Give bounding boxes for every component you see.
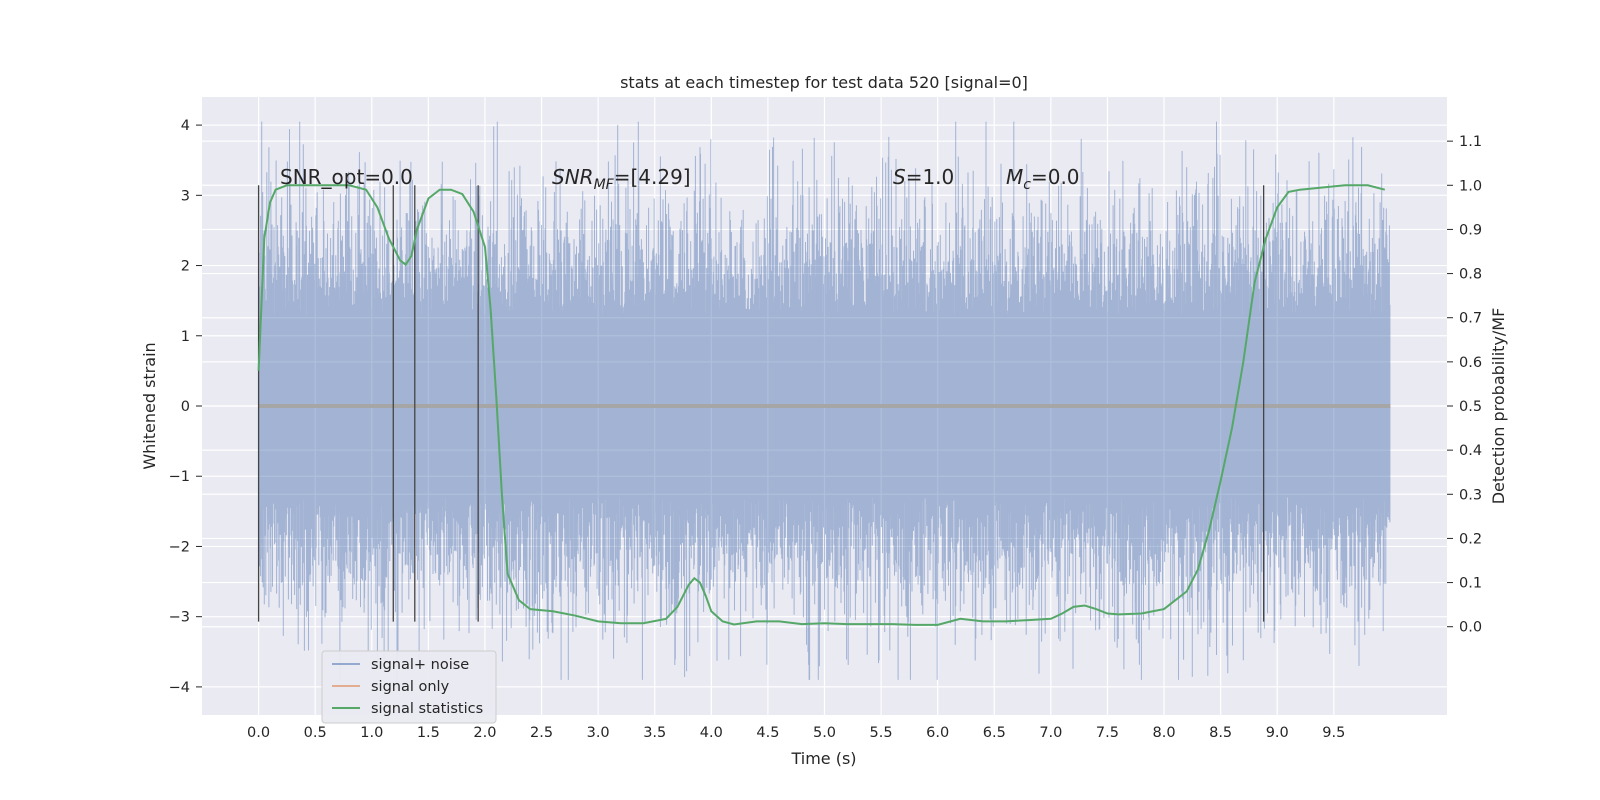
y2-tick-label: 1.1 xyxy=(1459,134,1482,150)
y-tick-label: 4 xyxy=(181,118,190,134)
y2-tick-label: 0.4 xyxy=(1459,443,1482,459)
y2-tick-label: 1.0 xyxy=(1459,178,1482,194)
y-tick-labels: 4 3 2 1 0 −1 −2 −3 −4 xyxy=(169,118,202,696)
legend-label-signal-only: signal only xyxy=(371,679,450,695)
x-tick-label: 4.5 xyxy=(756,725,779,741)
x-tick-label: 1.5 xyxy=(417,725,440,741)
y2-tick-label: 0.3 xyxy=(1459,487,1482,503)
x-tick-label: 4.0 xyxy=(700,725,723,741)
mc-annotation: Mc=0.0 xyxy=(1006,165,1080,193)
x-tick-label: 7.0 xyxy=(1039,725,1062,741)
s-annotation: S=1.0 xyxy=(893,165,954,189)
y-gridlines xyxy=(202,124,1447,688)
y2-tick-label: 0.9 xyxy=(1459,222,1482,238)
x-tick-label: 5.5 xyxy=(870,725,893,741)
legend-box xyxy=(321,650,497,724)
y-tick-label: −1 xyxy=(169,469,190,485)
y-tick-label: −4 xyxy=(169,680,190,696)
x-tick-label: 2.0 xyxy=(473,725,496,741)
x-tick-label: 9.0 xyxy=(1266,725,1289,741)
x-axis-label: Time (s) xyxy=(790,749,856,768)
y2-tick-label: 0.2 xyxy=(1459,531,1482,547)
snr-mf-annotation: SNRMF=[4.29] xyxy=(552,165,691,193)
signal-statistics-series xyxy=(257,184,1386,626)
y2-tick-labels: 1.1 1.0 0.9 0.8 0.7 0.6 0.5 0.4 0.3 0.2 0.1 0.0 xyxy=(1447,134,1482,636)
legend: signal+ noise signal only signal statist… xyxy=(321,650,497,724)
x-tick-label: 0.0 xyxy=(247,725,270,741)
x-tick-label: 8.0 xyxy=(1153,725,1176,741)
x-tick-label: 7.5 xyxy=(1096,725,1119,741)
x-tick-label: 2.5 xyxy=(530,725,553,741)
snr-opt-annotation: SNR_opt=0.0 xyxy=(280,165,413,189)
x-tick-label: 1.0 xyxy=(360,725,383,741)
x-tick-label: 3.0 xyxy=(587,725,610,741)
y-tick-label: −2 xyxy=(169,539,190,555)
x-tick-label: 6.0 xyxy=(926,725,949,741)
x-tick-label: 3.5 xyxy=(643,725,666,741)
y2-tick-label: 0.7 xyxy=(1459,311,1482,327)
y-tick-label: 3 xyxy=(181,188,190,204)
x-tick-label: 9.5 xyxy=(1322,725,1345,741)
y2-tick-label: 0.5 xyxy=(1459,399,1482,415)
x-tick-label: 5.0 xyxy=(813,725,836,741)
y-tick-label: 1 xyxy=(181,329,190,345)
y2-tick-label: 0.8 xyxy=(1459,267,1482,283)
marker-vertical-lines xyxy=(257,185,1265,622)
legend-label-signal-statistics: signal statistics xyxy=(371,701,483,717)
x-tick-label: 0.5 xyxy=(304,725,327,741)
y2-tick-label: 0.1 xyxy=(1459,576,1482,592)
chart-title: stats at each timestep for test data 520… xyxy=(620,73,1028,92)
y2-tick-label: 0.0 xyxy=(1459,620,1482,636)
y-tick-label: 2 xyxy=(181,259,190,275)
y-tick-label: −3 xyxy=(169,610,190,626)
legend-label-signal-noise: signal+ noise xyxy=(371,657,469,673)
x-tick-labels: 0.0 0.5 1.0 1.5 2.0 2.5 3.0 3.5 4.0 4.5 5.0 5.5 6.0 6… xyxy=(247,725,1345,741)
x-tick-label: 8.5 xyxy=(1209,725,1232,741)
x-tick-label: 6.5 xyxy=(983,725,1006,741)
y2-tick-label: 0.6 xyxy=(1459,355,1482,371)
y-tick-label: 0 xyxy=(181,399,190,415)
y2-axis-label: Detection probability/MF xyxy=(1489,308,1508,505)
y-axis-label: Whitened strain xyxy=(140,342,159,469)
